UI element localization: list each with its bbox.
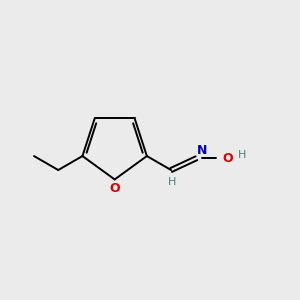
Text: O: O	[110, 182, 120, 195]
Text: H: H	[167, 177, 176, 188]
Text: O: O	[222, 152, 233, 165]
Text: N: N	[197, 144, 208, 157]
Text: H: H	[238, 150, 246, 160]
